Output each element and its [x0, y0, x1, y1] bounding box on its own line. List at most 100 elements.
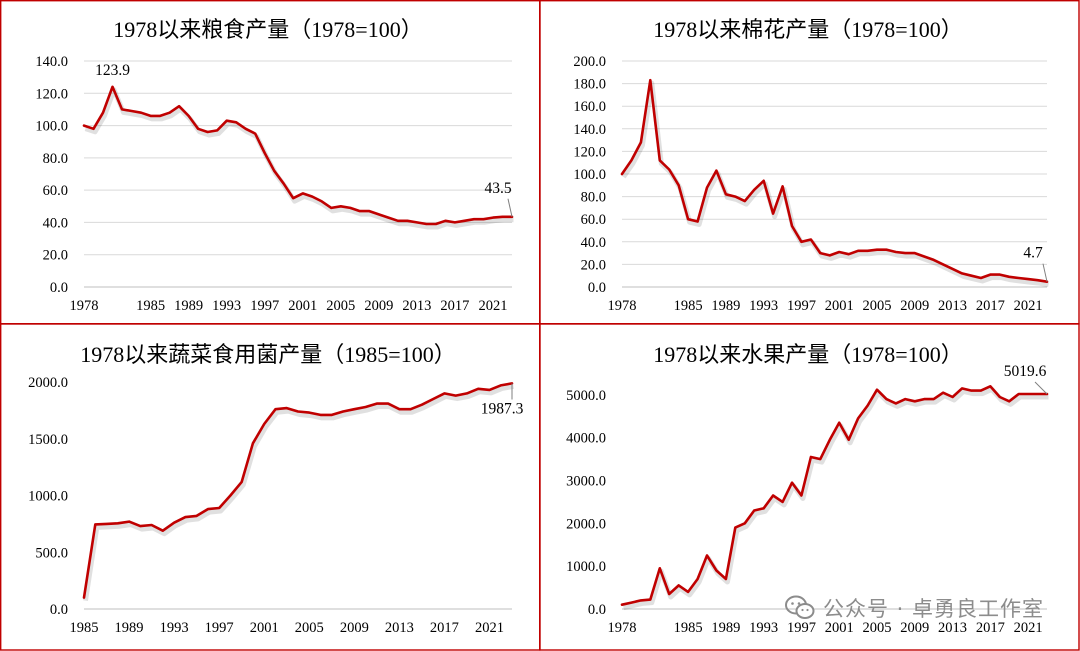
x-tick-label: 2017 — [976, 298, 1005, 314]
x-tick-label: 2005 — [295, 620, 324, 636]
y-tick-label: 1000.0 — [566, 559, 606, 575]
chart-title: 1978以来水果产量（1978=100） — [653, 342, 962, 367]
x-tick-label: 1993 — [160, 620, 189, 636]
wechat-icon — [784, 595, 815, 619]
x-tick-label: 1989 — [115, 620, 144, 636]
y-tick-label: 5000.0 — [566, 388, 606, 404]
x-tick-label: 1989 — [174, 298, 203, 314]
y-tick-label: 0.0 — [588, 602, 606, 618]
x-tick-label: 1993 — [749, 298, 778, 314]
x-tick-label: 1989 — [711, 620, 740, 636]
data-label: 5019.6 — [1004, 363, 1047, 380]
y-tick-label: 200.0 — [573, 54, 606, 70]
data-label: 123.9 — [95, 62, 130, 79]
y-tick-label: 20.0 — [581, 257, 606, 273]
y-tick-label: 60.0 — [581, 212, 606, 228]
data-label-callout — [1042, 263, 1048, 282]
y-tick-label: 20.0 — [43, 248, 68, 264]
y-tick-label: 0.0 — [50, 280, 68, 296]
series-shadow — [83, 383, 514, 601]
x-tick-label: 2013 — [385, 620, 414, 636]
x-tick-label: 1997 — [205, 620, 234, 636]
y-tick-label: 140.0 — [573, 122, 606, 138]
y-tick-label: 120.0 — [573, 144, 606, 160]
y-tick-label: 2000.0 — [566, 516, 606, 532]
x-tick-label: 1993 — [212, 298, 241, 314]
x-tick-label: 2009 — [900, 298, 929, 314]
panel-border-fruit — [539, 323, 1080, 651]
y-tick-label: 160.0 — [573, 99, 606, 115]
data-label: 1987.3 — [481, 400, 524, 417]
watermark: 公众号 · 卓勇良工作室 — [784, 593, 1044, 623]
x-tick-label: 2005 — [326, 298, 355, 314]
x-tick-label: 2021 — [1014, 620, 1043, 636]
data-label: 4.7 — [1023, 245, 1043, 262]
x-tick-label: 1978 — [608, 620, 637, 636]
y-tick-label: 3000.0 — [566, 474, 606, 490]
data-label: 43.5 — [484, 180, 511, 197]
y-tick-label: 0.0 — [588, 280, 606, 296]
y-tick-label: 60.0 — [43, 183, 68, 199]
x-tick-label: 1985 — [70, 620, 99, 636]
x-tick-label: 2001 — [288, 298, 317, 314]
y-tick-label: 40.0 — [43, 215, 68, 231]
x-tick-label: 2009 — [364, 298, 393, 314]
x-tick-label: 2017 — [430, 620, 459, 636]
chart-vegetable-fungi-output: 1978以来蔬菜食用菌产量（1985=100） 0.0 500.0 1000.0 15… — [28, 342, 523, 636]
y-tick-label: 120.0 — [35, 86, 68, 102]
series-shadow — [622, 386, 1049, 611]
x-tick-label: 2001 — [250, 620, 279, 636]
x-tick-label: 2009 — [900, 620, 929, 636]
y-tick-label: 500.0 — [35, 545, 68, 561]
y-tick-label: 0.0 — [50, 602, 68, 618]
x-tick-label: 1993 — [749, 620, 778, 636]
x-tick-label: 1997 — [787, 298, 816, 314]
y-tick-label: 100.0 — [35, 119, 68, 135]
series-line — [620, 384, 1049, 607]
chart-cotton-output: 1978以来棉花产量（1978=100） 0.0 20.0 40.0 60.0 80.0… — [573, 17, 1049, 314]
data-label-callout — [507, 198, 513, 217]
series-line — [620, 78, 1049, 284]
y-tick-label: 4000.0 — [566, 431, 606, 447]
chart-grain-output: 1978以来粮食产量（1978=100） 0.0 20.0 40.0 60.0 80.0… — [35, 17, 514, 314]
y-tick-label: 2000.0 — [28, 375, 68, 391]
y-tick-label: 100.0 — [573, 167, 606, 183]
series-shadow — [84, 87, 514, 230]
x-tick-label: 2001 — [825, 298, 854, 314]
x-tick-label: 2021 — [475, 620, 504, 636]
x-tick-label: 1989 — [711, 298, 740, 314]
y-tick-label: 80.0 — [581, 190, 606, 206]
watermark-text: 公众号 · 卓勇良工作室 — [822, 597, 1044, 621]
x-tick-label: 1978 — [70, 298, 99, 314]
y-tick-label: 80.0 — [43, 151, 68, 167]
y-tick-label: 1000.0 — [28, 489, 68, 505]
x-tick-label: 2009 — [340, 620, 369, 636]
y-tick-label: 180.0 — [573, 77, 606, 93]
chart-fruit-output: 1978以来水果产量（1978=100） 0.0 1000.0 2000.0 3000… — [566, 342, 1049, 636]
series-shadow — [621, 80, 1049, 288]
series-line — [82, 85, 514, 226]
x-tick-label: 1978 — [608, 298, 637, 314]
x-tick-label: 2005 — [863, 620, 892, 636]
x-tick-label: 1985 — [136, 298, 165, 314]
y-tick-label: 1500.0 — [28, 432, 68, 448]
x-tick-label: 2013 — [402, 298, 431, 314]
x-tick-label: 1985 — [674, 298, 703, 314]
data-label-callout — [1034, 381, 1048, 395]
x-tick-label: 1997 — [787, 620, 816, 636]
y-tick-label: 140.0 — [35, 54, 68, 70]
x-tick-label: 2021 — [478, 298, 507, 314]
y-tick-label: 40.0 — [581, 235, 606, 251]
panel-border-vegetables — [0, 323, 541, 651]
x-tick-label: 2021 — [1014, 298, 1043, 314]
series-line — [82, 382, 514, 599]
x-tick-label: 1997 — [250, 298, 279, 314]
chart-title: 1978以来棉花产量（1978=100） — [653, 17, 962, 42]
x-tick-label: 2017 — [976, 620, 1005, 636]
chart-title: 1978以来粮食产量（1978=100） — [113, 17, 422, 42]
x-tick-label: 2013 — [938, 620, 967, 636]
x-tick-label: 2001 — [825, 620, 854, 636]
x-tick-label: 2017 — [440, 298, 469, 314]
x-tick-label: 2005 — [863, 298, 892, 314]
